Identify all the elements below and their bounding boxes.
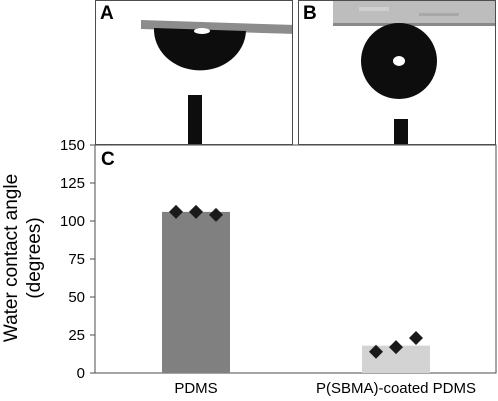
- droplet-highlight: [194, 28, 210, 34]
- y-tick-label: 50: [68, 289, 85, 306]
- data-point-marker: [409, 331, 423, 346]
- surface-plate: [141, 20, 292, 34]
- panel-letter-b: B: [303, 3, 317, 24]
- water-droplet: [153, 28, 246, 71]
- surface-plate: [333, 1, 495, 26]
- needle: [188, 95, 202, 144]
- y-axis-label-line2: (degrees): [24, 217, 45, 298]
- data-point-marker: [389, 340, 403, 355]
- data-point-marker: [369, 344, 383, 359]
- needle: [394, 119, 408, 144]
- droplet-photo-pdms: [96, 1, 292, 144]
- y-axis-label-line1: Water contact angle: [1, 174, 22, 342]
- panel-letter-c: C: [101, 149, 115, 170]
- x-category-label: P(SBMA)-coated PDMS: [316, 380, 476, 397]
- data-point-marker: [189, 204, 203, 219]
- droplet-highlight: [393, 56, 405, 66]
- photo-panel-a: A: [95, 0, 293, 145]
- y-tick-label: 150: [60, 137, 85, 154]
- y-tick-label: 25: [68, 327, 85, 344]
- data-point-marker: [209, 207, 223, 222]
- y-tick-label: 0: [77, 365, 85, 382]
- x-category-label: PDMS: [174, 380, 217, 397]
- y-tick-label: 75: [68, 251, 85, 268]
- y-tick-label: 125: [60, 175, 85, 192]
- y-tick-label: 100: [60, 213, 85, 230]
- droplet-photo-coated: [299, 1, 495, 144]
- photo-panel-b: B: [298, 0, 496, 145]
- data-point-marker: [169, 204, 183, 219]
- bar-pdms: [162, 211, 230, 373]
- panel-letter-a: A: [100, 3, 114, 24]
- plot-frame: [94, 144, 497, 374]
